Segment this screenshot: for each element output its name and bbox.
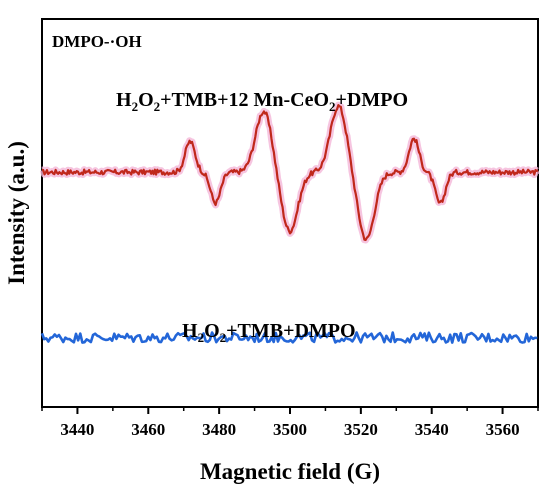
series-annotation-1: H2O2+TMB+12 Mn-CeO2+DMPO [116,89,408,114]
x-tick-label: 3560 [486,420,520,439]
ann1-part-a: H [116,89,132,111]
ann1-sub-a: 2 [132,99,139,114]
series-layer [40,104,539,344]
ann1-sub-c: 2 [329,99,336,114]
x-tick-label: 3440 [60,420,94,439]
series-annotation-2: H2O2+TMB+DMPO [182,320,356,345]
series-line-mn-ceo2 [41,104,539,242]
x-tick-label: 3500 [273,420,307,439]
ann1-part-b: O [138,89,154,111]
y-axis-title: Intensity (a.u.) [4,141,29,285]
ann2-sub-a: 2 [198,330,205,345]
x-tick-layer: 3440 3460 3480 3500 3520 3540 3560 [41,407,539,439]
ann1-part-c: +TMB+12 Mn-CeO [160,89,329,111]
series-line-control [40,331,538,344]
ann2-part-a: H [182,320,198,342]
x-tick-label: 3460 [131,420,165,439]
x-tick-label: 3540 [415,420,449,439]
panel-label: DMPO-·OH [52,32,142,51]
ann1-part-d: +DMPO [336,89,409,111]
x-axis-title: Magnetic field (G) [200,459,380,484]
ann1-sub-b: 2 [154,99,161,114]
ann2-part-c: +TMB+DMPO [226,320,355,342]
ann2-part-b: O [204,320,220,342]
ann2-sub-b: 2 [220,330,227,345]
x-tick-label: 3520 [344,420,378,439]
x-tick-label: 3480 [202,420,236,439]
plot-frame [41,18,539,408]
